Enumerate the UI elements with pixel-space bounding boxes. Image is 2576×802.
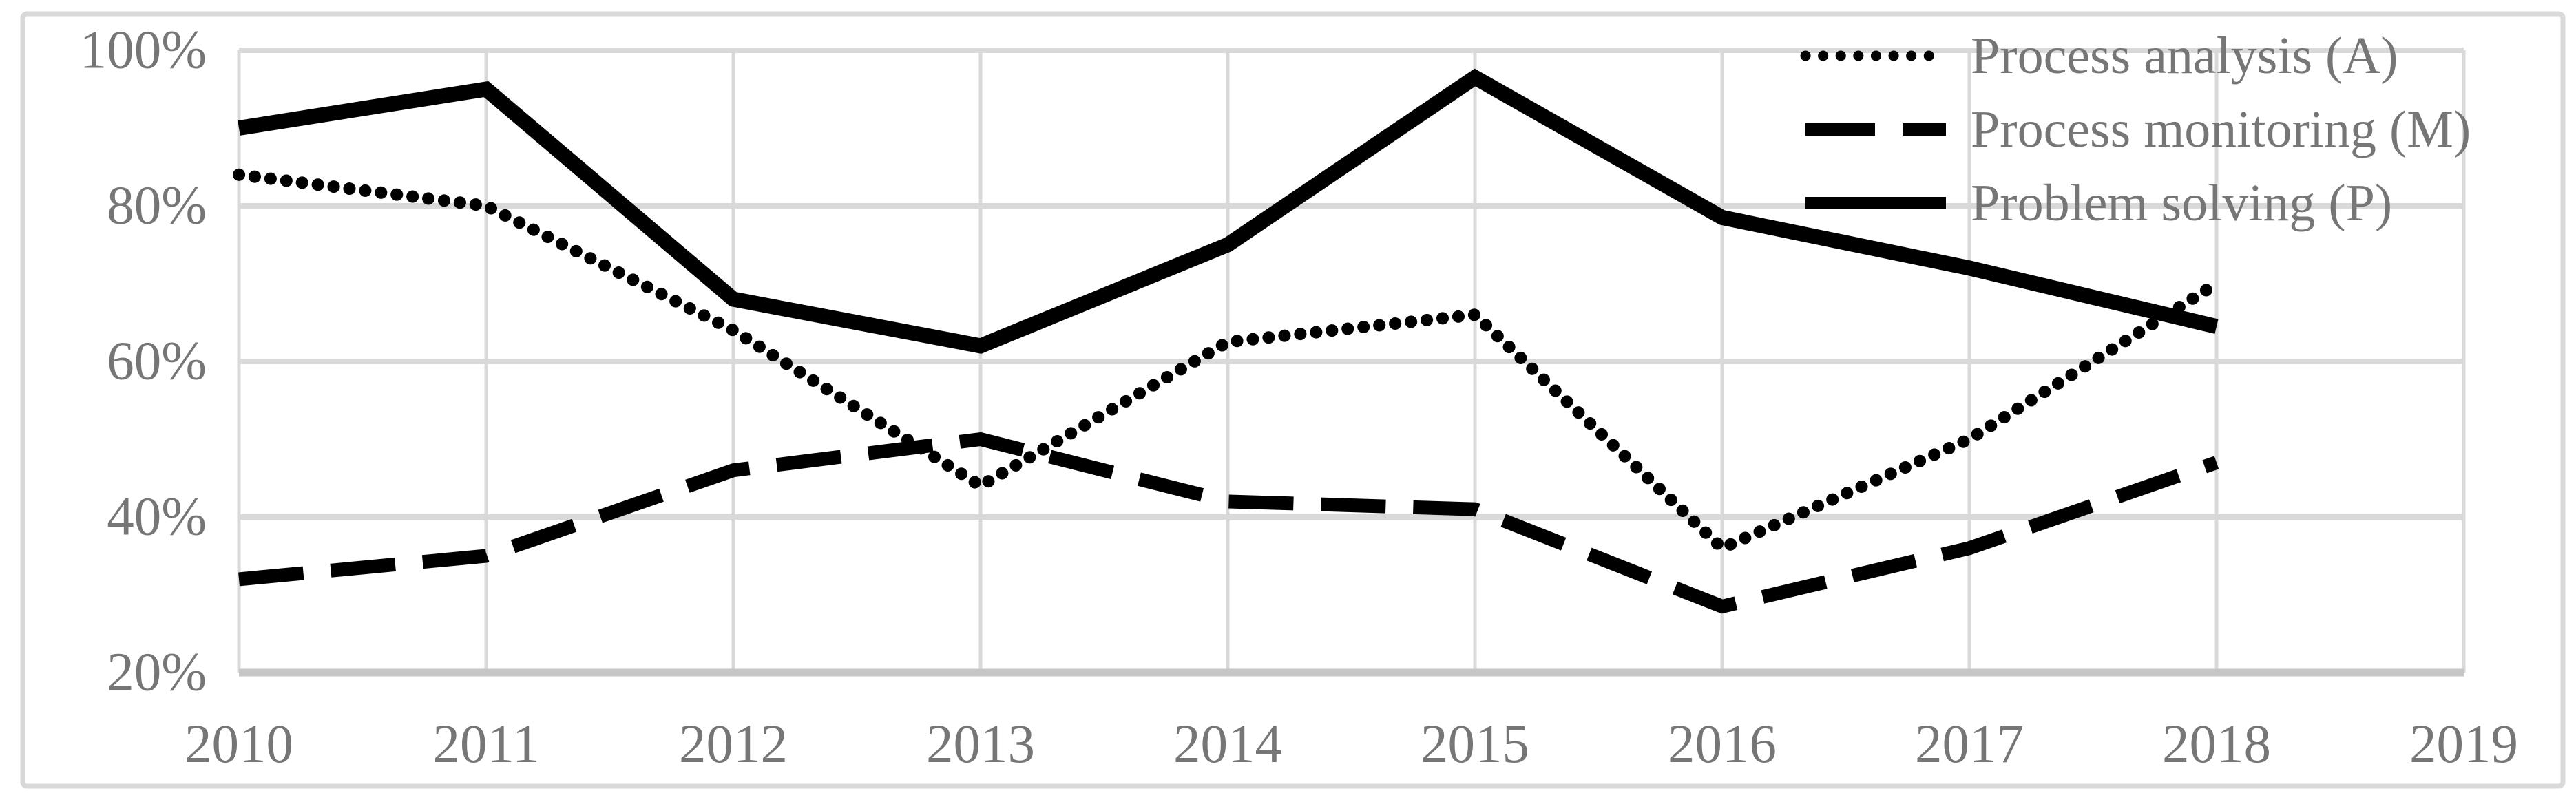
series-line-solid [238, 68, 2219, 354]
legend-swatch-solid-line-icon [1805, 196, 1946, 209]
series-line-dotted [233, 168, 2223, 556]
x-axis-tick-label: 2010 [185, 715, 293, 774]
x-axis-tick-label: 2019 [2409, 715, 2518, 774]
y-axis-tick-label: 60% [107, 331, 207, 392]
legend: Process analysis (A) Process monitoring … [1799, 19, 2471, 240]
x-axis-tick-label: 2014 [1173, 715, 1282, 774]
series-line-dashed [238, 432, 2219, 614]
data-series-lines [233, 68, 2223, 614]
legend-item: Process monitoring (M) [1799, 92, 2471, 166]
y-axis-tick-label: 40% [107, 487, 207, 547]
legend-label: Process monitoring (M) [1971, 100, 2471, 158]
y-axis-tick-label: 20% [107, 642, 207, 703]
legend-swatch-dotted-line-icon [1800, 50, 1951, 61]
x-axis-tick-label: 2012 [679, 715, 788, 774]
x-axis-tick-label: 2013 [926, 715, 1035, 774]
y-axis-tick-label: 100% [79, 20, 207, 81]
legend-item: Process analysis (A) [1799, 19, 2471, 92]
x-axis-tick-label: 2017 [1915, 715, 2024, 774]
x-axis-tick-label: 2011 [432, 715, 540, 774]
legend-swatch-dashed-line-icon [1805, 123, 1946, 136]
x-axis-tick-label: 2015 [1421, 715, 1529, 774]
legend-label: Problem solving (P) [1971, 173, 2393, 232]
legend-item: Problem solving (P) [1799, 166, 2471, 240]
figure-border [20, 11, 2566, 789]
x-axis-tick-label: 2018 [2162, 715, 2271, 774]
x-axis-tick-label: 2016 [1668, 715, 1777, 774]
legend-label: Process analysis (A) [1971, 26, 2398, 85]
y-axis-tick-label: 80% [107, 176, 207, 236]
